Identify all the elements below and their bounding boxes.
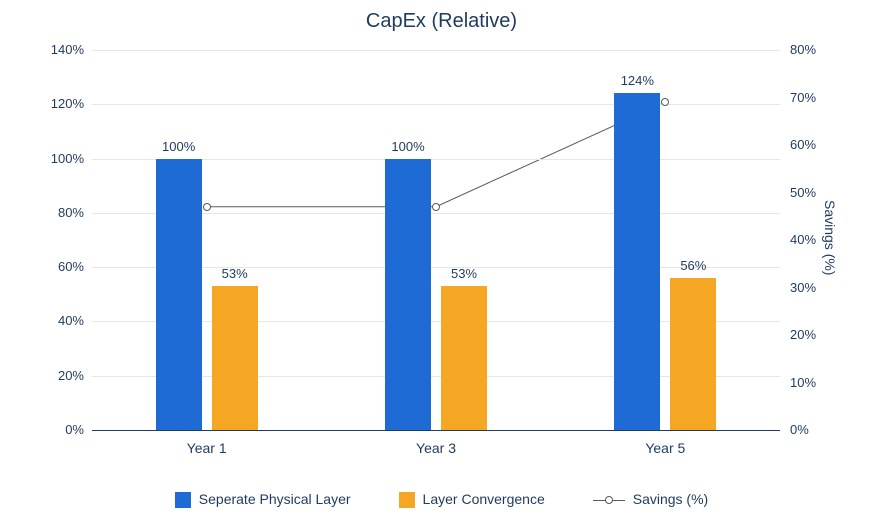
y2-tick-label: 40% — [790, 232, 840, 247]
bar-separate — [156, 159, 202, 430]
legend-swatch-line — [593, 494, 625, 506]
bar-separate — [385, 159, 431, 430]
plot-area: 100% 53% 100% 53% 124% 56% — [92, 50, 780, 431]
category-label: Year 1 — [147, 440, 267, 456]
y1-tick-label: 20% — [34, 368, 84, 383]
y1-tick-label: 0% — [34, 422, 84, 437]
bar-separate — [614, 93, 660, 430]
bar-convergence — [670, 278, 716, 430]
y2-tick-label: 10% — [790, 375, 840, 390]
y1-tick-label: 60% — [34, 259, 84, 274]
y2-tick-label: 20% — [790, 327, 840, 342]
savings-marker — [432, 203, 440, 211]
y1-tick-label: 80% — [34, 205, 84, 220]
category-label: Year 5 — [605, 440, 725, 456]
y1-tick-label: 120% — [34, 96, 84, 111]
legend-label: Savings (%) — [633, 491, 708, 507]
legend-swatch — [175, 492, 191, 508]
legend: Seperate Physical Layer Layer Convergence… — [0, 491, 883, 508]
y1-tick-label: 100% — [34, 151, 84, 166]
y2-tick-label: 50% — [790, 185, 840, 200]
bar-label: 100% — [149, 139, 209, 154]
bar-convergence — [441, 286, 487, 430]
bar-label: 100% — [378, 139, 438, 154]
legend-item-convergence: Layer Convergence — [399, 491, 545, 508]
grid-line — [92, 50, 780, 51]
legend-swatch — [399, 492, 415, 508]
legend-label: Seperate Physical Layer — [199, 491, 351, 507]
y1-tick-label: 40% — [34, 313, 84, 328]
bar-label: 53% — [434, 266, 494, 281]
y1-tick-label: 140% — [34, 42, 84, 57]
y2-tick-label: 0% — [790, 422, 840, 437]
grid-line — [92, 104, 780, 105]
y2-tick-label: 70% — [790, 90, 840, 105]
category-label: Year 3 — [376, 440, 496, 456]
bar-label: 53% — [205, 266, 265, 281]
capex-chart: CapEx (Relative) 100% 53% 100% 53% 124% 56% S… — [0, 0, 883, 520]
y2-tick-label: 30% — [790, 280, 840, 295]
bar-convergence — [212, 286, 258, 430]
y2-tick-label: 80% — [790, 42, 840, 57]
legend-label: Layer Convergence — [423, 491, 545, 507]
bar-label: 56% — [663, 258, 723, 273]
legend-item-savings: Savings (%) — [593, 491, 708, 507]
bar-label: 124% — [607, 73, 667, 88]
savings-line — [207, 102, 666, 207]
legend-item-separate: Seperate Physical Layer — [175, 491, 351, 508]
y2-tick-label: 60% — [790, 137, 840, 152]
savings-marker — [203, 203, 211, 211]
chart-title: CapEx (Relative) — [0, 10, 883, 33]
